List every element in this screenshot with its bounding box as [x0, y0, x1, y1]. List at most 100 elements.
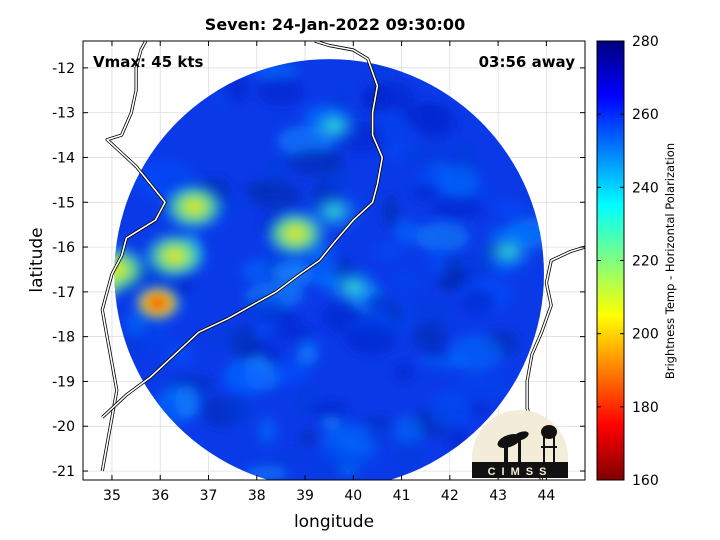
y-tick-label: -15 [52, 195, 75, 211]
swath-texture-cell [454, 373, 512, 396]
swath-texture-cell [268, 325, 316, 341]
x-tick-label: 35 [103, 488, 121, 504]
swath-texture-cell [257, 416, 277, 445]
swath-texture-cell [400, 100, 448, 128]
x-axis-label: longitude [294, 512, 374, 532]
satellite-dish-icon [497, 431, 529, 462]
swath-feature [114, 243, 151, 296]
swath-feature [305, 104, 363, 149]
y-tick-label: -21 [52, 464, 75, 480]
x-axis: 35 36 37 38 39 40 41 42 43 44 [103, 41, 555, 504]
swath-texture-cell [412, 299, 451, 325]
plot-frame [82, 40, 586, 481]
y-tick-label: -13 [52, 106, 75, 122]
x-tick-label: 41 [393, 488, 411, 504]
logo-text: CIMSS [488, 466, 553, 478]
y-tick-label: -16 [52, 240, 75, 256]
swath-texture-cell [392, 362, 414, 382]
colorbar-ticks: 280 260 240 220 200 180 160 [597, 34, 659, 489]
swath-texture-cell [265, 453, 311, 466]
x-tick-label: 39 [296, 488, 314, 504]
swath-texture-cell [175, 385, 199, 418]
colorbar [596, 40, 625, 481]
swath-feature [479, 229, 537, 274]
cimss-logo: CIMSS [472, 410, 568, 478]
swath-texture-cell [460, 288, 496, 315]
swath-texture-cell [449, 334, 503, 372]
coastline [101, 41, 166, 472]
swath-feature [305, 189, 363, 234]
colorbar-tick-label: 240 [632, 180, 659, 196]
swath-texture-cell [414, 222, 469, 252]
swath-texture-cell [222, 363, 267, 399]
swath-feature [324, 265, 382, 310]
colorbar-tick-label: 180 [632, 400, 659, 416]
swath-texture-cell [244, 295, 287, 324]
y-tick-label: -12 [52, 61, 75, 77]
swath-texture-cell [296, 346, 319, 366]
swath-feature [140, 230, 209, 283]
swath-features [114, 104, 537, 324]
swath-texture-cell [250, 180, 302, 211]
swath-texture-cell [321, 416, 341, 430]
time-away-annotation: 03:56 away [479, 53, 576, 71]
swath-image [114, 59, 544, 480]
swath-texture-cell [362, 417, 393, 428]
swath-texture-cell [394, 415, 424, 448]
swath-texture-cell [299, 429, 316, 446]
colorbar-tick-label: 200 [632, 327, 659, 343]
x-tick-label: 44 [537, 488, 555, 504]
swath-texture-cell [222, 392, 254, 427]
vmax-annotation: Vmax: 45 kts [93, 53, 203, 71]
swath-texture-cell [430, 196, 485, 220]
swath-texture-cell [287, 148, 345, 176]
y-tick-label: -19 [52, 374, 75, 390]
swath-texture-cell [394, 219, 419, 245]
x-tick-label: 43 [489, 488, 507, 504]
swath-texture-cell [429, 246, 449, 279]
swath-texture-cell [394, 438, 424, 469]
swath-texture-cell [391, 268, 422, 294]
swath-texture-cell [378, 109, 408, 143]
swath-texture-cell [271, 359, 311, 386]
y-axis-label: latitude [27, 227, 47, 292]
colorbar-label: Brightness Temp - Horizontal Polarizatio… [663, 143, 677, 379]
swath-texture-cell [439, 165, 479, 197]
y-tick-label: -20 [52, 419, 75, 435]
colorbar-tick-label: 280 [632, 34, 659, 50]
coastlines [100, 41, 585, 480]
swath-texture-cell [412, 322, 448, 351]
swath-texture-cell [363, 81, 415, 111]
y-tick-label: -17 [52, 285, 75, 301]
colorbar-tick-label: 220 [632, 254, 659, 270]
swath-texture-cell [411, 184, 439, 201]
coastline [101, 41, 384, 418]
swath-texture-cell [373, 245, 406, 258]
colorbar-tick-label: 160 [632, 473, 659, 489]
y-tick-label: -14 [52, 150, 75, 166]
colorbar-tick-label: 260 [632, 107, 659, 123]
swath-texture-cell [367, 426, 389, 446]
swath-texture-cell [318, 445, 363, 467]
water-tower-icon [541, 425, 557, 462]
swath-texture-cell [398, 143, 450, 166]
chart-title: Seven: 24-Jan-2022 09:30:00 [205, 15, 465, 34]
swath-feature [160, 180, 228, 233]
y-tick-label: -18 [52, 330, 75, 346]
swath-texture-cell [293, 382, 320, 414]
swath-feature [131, 283, 184, 324]
swath-texture-cell [165, 342, 194, 365]
swath-texture-cell [256, 76, 305, 107]
swath-texture-cell [309, 400, 348, 420]
swath-texture-cell [493, 203, 528, 217]
swath-texture-cell [429, 391, 472, 429]
swath-texture-cell [382, 194, 400, 229]
x-tick-label: 36 [151, 488, 169, 504]
x-tick-label: 37 [200, 488, 218, 504]
logo-band [472, 462, 568, 478]
swath-texture-cell [345, 325, 398, 355]
x-tick-label: 40 [344, 488, 362, 504]
swath-texture-cell [271, 260, 313, 291]
x-tick-label: 42 [441, 488, 459, 504]
